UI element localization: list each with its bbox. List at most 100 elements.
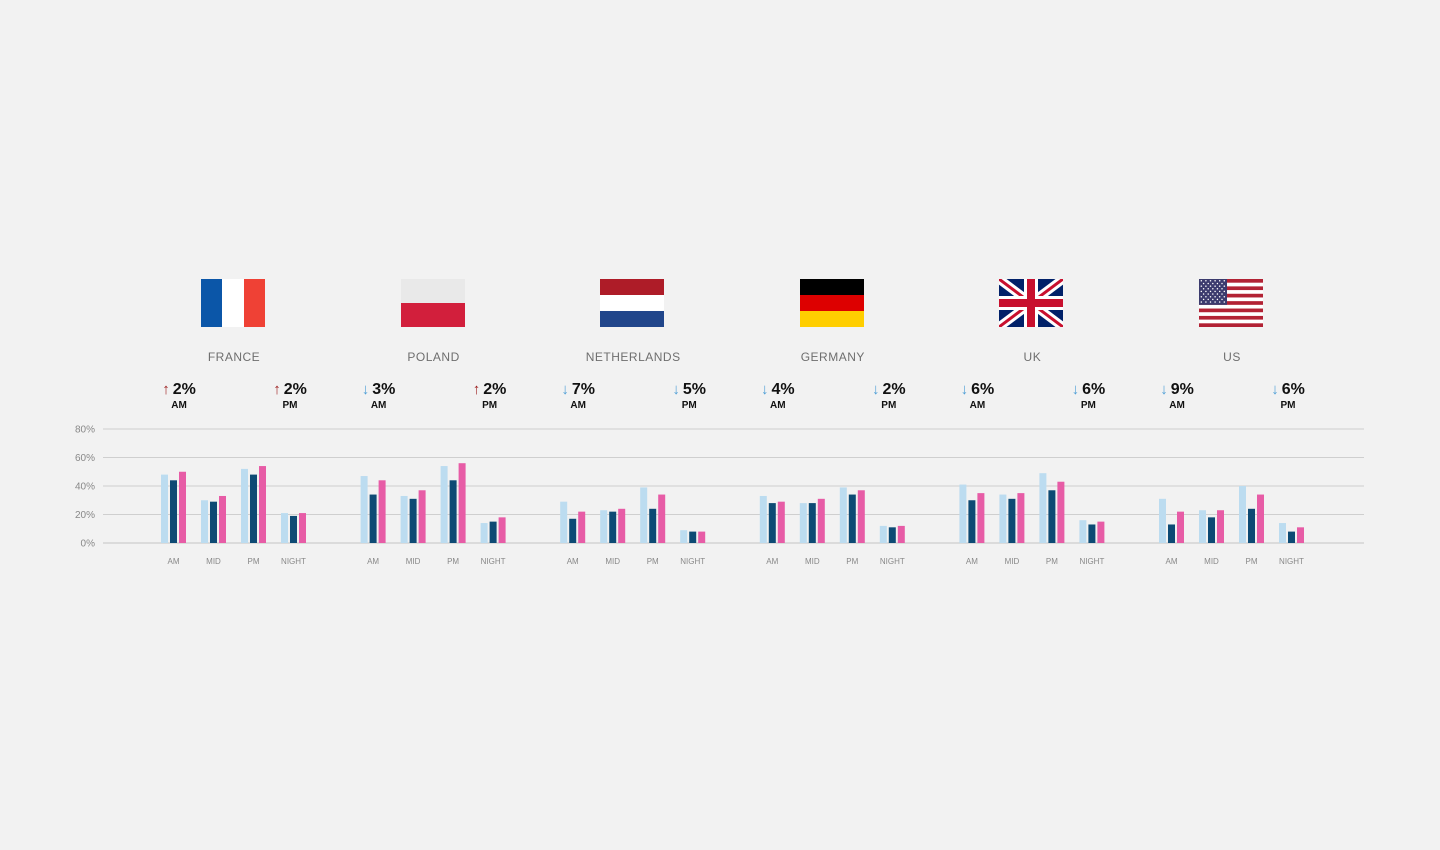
bar (259, 466, 266, 543)
bar (378, 480, 386, 543)
bar (999, 494, 1007, 543)
bar (1257, 494, 1264, 543)
change-period-label: AM (969, 400, 986, 411)
arrow-down-icon: ↓ (672, 381, 680, 398)
arrow-down-icon: ↓ (1271, 381, 1279, 398)
bar (968, 500, 976, 543)
bar (857, 490, 865, 543)
bar (1248, 508, 1255, 543)
x-tick-label: PM (1046, 557, 1058, 566)
bar (299, 513, 306, 543)
arrow-up-icon: ↑ (472, 381, 481, 398)
bar (959, 484, 967, 543)
bar (1217, 510, 1224, 543)
bar (241, 468, 248, 543)
x-tick-label: NIGHT (1079, 557, 1104, 566)
change-am: ↓ 9% AM (1147, 381, 1207, 411)
change-pm: ↓ 6% PM (1258, 381, 1318, 411)
bar (698, 531, 706, 543)
bar (560, 501, 568, 543)
arrow-down-icon: ↓ (1071, 381, 1080, 398)
bar (897, 525, 905, 543)
bar (480, 523, 488, 543)
change-period-label: PM (681, 400, 697, 411)
change-value: 2% (172, 381, 196, 398)
bar (799, 503, 807, 543)
change-value: 3% (372, 381, 396, 398)
change-value: 2% (283, 381, 307, 398)
bar (360, 476, 368, 543)
x-tick-label: PM (846, 557, 858, 566)
bar (1079, 520, 1087, 543)
x-tick-label: NIGHT (880, 557, 905, 566)
arrow-down-icon: ↓ (361, 381, 370, 398)
x-tick-label: AM (567, 557, 579, 566)
arrow-down-icon: ↓ (1160, 381, 1168, 398)
x-tick-label: PM (248, 557, 260, 566)
change-pm: ↓ 2% PM (859, 381, 919, 411)
bar (1288, 531, 1295, 543)
change-value: 4% (771, 381, 795, 398)
y-tick-label: 40% (75, 482, 95, 493)
x-tick-label: PM (647, 557, 659, 566)
bar (1168, 524, 1175, 543)
bar (879, 525, 887, 543)
bar (1017, 493, 1025, 543)
change-value: 6% (1082, 381, 1106, 398)
bar (1159, 498, 1166, 543)
x-tick-label: MID (1005, 557, 1020, 566)
bar (210, 501, 217, 543)
change-am: ↓ 4% AM (748, 381, 808, 411)
arrow-up-icon: ↑ (273, 381, 281, 398)
change-value: 9% (1170, 381, 1194, 398)
bar (777, 501, 785, 543)
bar (1208, 517, 1215, 543)
change-value: 6% (971, 381, 995, 398)
bar (281, 513, 288, 543)
x-tick-label: MID (406, 557, 421, 566)
x-tick-label: AM (1166, 557, 1178, 566)
x-tick-label: NIGHT (481, 557, 506, 566)
bar (1279, 523, 1286, 543)
change-value: 5% (682, 381, 706, 398)
y-tick-label: 60% (75, 453, 95, 464)
bar (458, 463, 466, 543)
bar (250, 474, 257, 543)
bar (649, 508, 657, 543)
x-tick-label: NIGHT (680, 557, 705, 566)
netherlands-flag-icon (600, 279, 665, 327)
bar (578, 511, 586, 543)
change-pm: ↑ 2% PM (460, 381, 520, 411)
country-name: GERMANY (800, 350, 865, 364)
change-period-label: AM (370, 400, 387, 411)
bar (1177, 511, 1184, 543)
bar (817, 498, 825, 543)
bar (977, 493, 985, 543)
arrow-down-icon: ↓ (561, 381, 569, 398)
country-name: US (1223, 350, 1241, 364)
bar (498, 517, 506, 543)
bar (1057, 481, 1065, 543)
arrow-up-icon: ↑ (162, 381, 170, 398)
bar (440, 466, 448, 543)
country-name: NETHERLANDS (585, 350, 681, 364)
bar (680, 530, 688, 543)
bar (1088, 524, 1096, 543)
country-name: POLAND (407, 350, 460, 364)
us-flag-icon (1199, 279, 1263, 327)
bar (600, 510, 608, 543)
country-name: FRANCE (207, 350, 261, 364)
x-tick-label: NIGHT (1279, 557, 1304, 566)
bar (1199, 510, 1206, 543)
change-am: ↓ 3% AM (349, 381, 409, 411)
change-period-label: PM (482, 400, 498, 411)
bar (1048, 490, 1056, 543)
change-am: ↓ 6% AM (947, 381, 1007, 411)
bar (418, 490, 426, 543)
bar (759, 495, 767, 543)
x-tick-label: MID (1204, 557, 1219, 566)
bar (179, 471, 186, 543)
bar (449, 480, 457, 543)
